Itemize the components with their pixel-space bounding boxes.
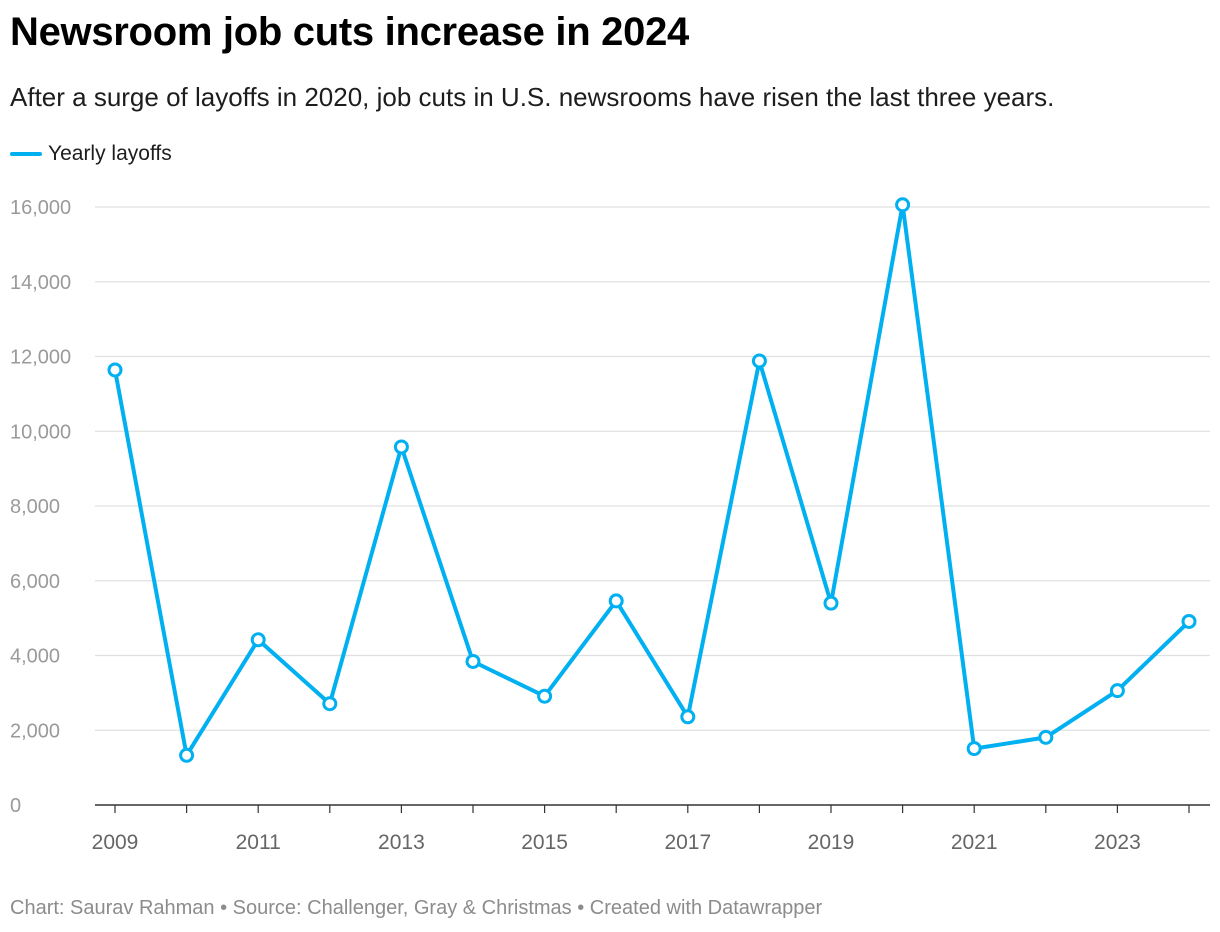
x-tick-label: 2021 xyxy=(951,831,998,854)
gridlines xyxy=(95,206,1210,731)
y-axis-ticks: 0 2,000 4,000 6,000 8,000 10,000 12,000 14,000 1… xyxy=(10,197,71,817)
x-axis-ticks: 2009 2011 2013 2015 2017 2019 2021 2023 xyxy=(92,805,1190,854)
legend-swatch xyxy=(10,152,42,156)
x-tick-label: 2013 xyxy=(378,831,425,854)
x-tick-label: 2011 xyxy=(236,831,281,854)
x-tick-label: 2017 xyxy=(664,831,711,854)
y-tick-label: 4,000 xyxy=(10,646,60,668)
data-point[interactable] xyxy=(1109,683,1125,699)
y-tick-label: 14,000 xyxy=(10,272,71,294)
chart-footer: Chart: Saurav Rahman • Source: Challenge… xyxy=(10,897,823,919)
data-point[interactable] xyxy=(107,362,123,378)
y-tick-label: 12,000 xyxy=(10,347,71,369)
data-point[interactable] xyxy=(250,632,266,648)
data-point[interactable] xyxy=(179,747,195,763)
data-point[interactable] xyxy=(1038,729,1054,745)
data-point[interactable] xyxy=(966,741,982,757)
legend-label: Yearly layoffs xyxy=(48,142,172,165)
y-tick-label: 6,000 xyxy=(10,571,60,593)
y-tick-label: 10,000 xyxy=(10,421,71,443)
y-tick-label: 8,000 xyxy=(10,496,60,518)
chart-title: Newsroom job cuts increase in 2024 xyxy=(10,10,689,54)
data-point[interactable] xyxy=(537,688,553,704)
data-point[interactable] xyxy=(680,709,696,725)
x-tick-label: 2009 xyxy=(92,831,139,854)
data-point[interactable] xyxy=(751,353,767,369)
data-point[interactable] xyxy=(895,197,911,213)
data-point[interactable] xyxy=(393,439,409,455)
data-point[interactable] xyxy=(823,595,839,611)
data-point[interactable] xyxy=(608,593,624,609)
data-point[interactable] xyxy=(322,696,338,712)
x-tick-label: 2015 xyxy=(521,831,568,854)
x-tick-label: 2023 xyxy=(1094,831,1141,854)
series-line xyxy=(113,202,1191,758)
data-point[interactable] xyxy=(1181,613,1197,629)
data-point[interactable] xyxy=(465,653,481,669)
x-tick-label: 2019 xyxy=(808,831,855,854)
series-yearly-layoffs xyxy=(107,197,1197,763)
legend: Yearly layoffs xyxy=(10,140,172,168)
y-tick-label: 0 xyxy=(10,795,21,817)
y-tick-label: 2,000 xyxy=(10,720,60,742)
chart-subtitle: After a surge of layoffs in 2020, job cu… xyxy=(10,82,1055,112)
y-tick-label: 16,000 xyxy=(10,197,71,219)
